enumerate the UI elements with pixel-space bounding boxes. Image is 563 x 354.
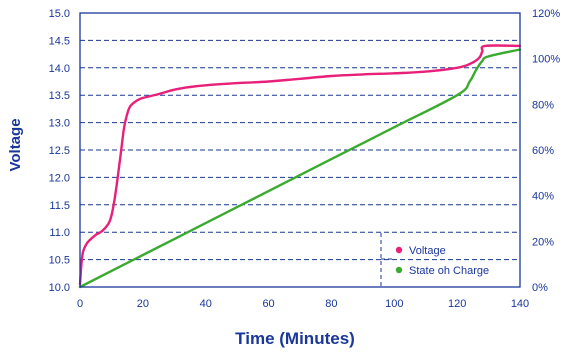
x-tick-label: 0 <box>77 298 83 310</box>
y2-tick-label: 0% <box>532 282 548 294</box>
y2-tick-label: 40% <box>532 191 554 203</box>
y-tick-label: 15.0 <box>49 8 70 20</box>
y-tick-label: 11.5 <box>49 200 70 212</box>
y-axis-title: Voltage <box>7 118 24 171</box>
voltage-line <box>78 44 522 286</box>
x-axis-ticks: 0 20 40 60 80 100 120 140 <box>77 298 529 310</box>
x-tick-label: 80 <box>325 298 337 310</box>
x-axis-title: Time (Minutes) <box>235 329 355 348</box>
right-axis-ticks: 0% 20% 40% 60% 80% 100% 120% <box>532 8 560 294</box>
state-of-charge-line <box>78 48 522 289</box>
y-tick-label: 10.0 <box>49 282 70 294</box>
left-axis-ticks: 10.0 10.5 11.0 11.5 12.0 12.5 13.0 13.5 14.0 14.5… <box>49 8 70 294</box>
y2-tick-label: 100% <box>532 54 560 66</box>
x-tick-label: 40 <box>200 298 212 310</box>
y-tick-label: 12.5 <box>49 145 70 157</box>
legend-soc-marker <box>395 266 403 274</box>
y-tick-label: 12.0 <box>49 172 70 184</box>
plot-area-frame <box>79 12 521 288</box>
legend-voltage-marker <box>395 246 403 254</box>
y-tick-label: 10.5 <box>49 255 70 267</box>
x-tick-label: 20 <box>137 298 149 310</box>
legend-voltage-label: Voltage <box>409 245 446 257</box>
series-lines <box>78 44 522 289</box>
legend-box <box>380 233 392 287</box>
gridlines <box>80 39 520 261</box>
x-tick-label: 100 <box>385 298 403 310</box>
x-tick-label: 60 <box>262 298 274 310</box>
y-tick-label: 13.5 <box>49 90 70 102</box>
legend-soc-label: State oh Charge <box>409 265 489 277</box>
y-tick-label: 14.0 <box>49 63 70 75</box>
x-tick-label: 120 <box>448 298 466 310</box>
y-tick-label: 14.5 <box>49 35 70 47</box>
x-tick-label: 140 <box>511 298 529 310</box>
y-tick-label: 11.0 <box>49 227 70 239</box>
y2-tick-label: 120% <box>532 8 560 20</box>
legend: Voltage State oh Charge <box>380 233 489 287</box>
y2-tick-label: 80% <box>532 99 554 111</box>
y2-tick-label: 20% <box>532 236 554 248</box>
y-tick-label: 13.0 <box>49 118 70 130</box>
y2-tick-label: 60% <box>532 145 554 157</box>
